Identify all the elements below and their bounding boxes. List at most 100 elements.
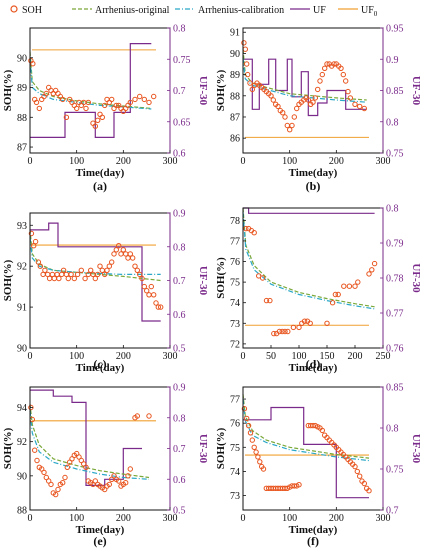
x-tick-label: 150 — [320, 351, 335, 362]
y2-tick-label: 0.7 — [173, 444, 186, 455]
y2-tick-label: 0.6 — [173, 149, 186, 160]
y-axis-label: SOH(%) — [215, 69, 227, 111]
arrhenius-original-line — [29, 229, 161, 282]
soh-point — [88, 267, 94, 273]
y-tick-label: 77 — [230, 395, 240, 406]
y-tick-label: 90 — [17, 53, 27, 64]
soh-point — [282, 114, 288, 120]
y-tick-label: 94 — [17, 403, 27, 414]
arrhenius-calibration-line — [242, 212, 375, 310]
uf-line — [30, 222, 161, 322]
soh-point — [95, 271, 101, 278]
y-tick-label: 74 — [230, 467, 240, 478]
soh-point — [127, 251, 134, 257]
soh-point — [371, 260, 378, 267]
soh-point — [123, 480, 129, 486]
soh-point — [97, 263, 103, 269]
soh-point — [116, 478, 122, 484]
soh-point — [241, 406, 248, 412]
y2-tick-label: 0.5 — [173, 506, 186, 517]
soh-point — [247, 80, 253, 86]
arrhenius-original-line — [242, 49, 367, 101]
soh-point — [64, 464, 71, 470]
soh-point — [352, 463, 358, 470]
soh-point — [43, 90, 49, 97]
soh-point — [148, 283, 155, 290]
soh-point — [251, 230, 257, 236]
soh-point — [244, 61, 250, 67]
arrhenius-original-line — [29, 404, 150, 479]
soh-point — [317, 78, 323, 84]
soh-point — [296, 324, 302, 331]
panel-caption: (d) — [306, 357, 321, 371]
arrhenius-calibration-line — [29, 410, 150, 480]
soh-point — [263, 297, 270, 304]
soh-point — [141, 96, 148, 103]
x-tick-label: 200 — [329, 513, 344, 524]
panel-caption: (f) — [307, 534, 319, 548]
soh-point — [369, 267, 375, 273]
y-tick-label: 91 — [17, 303, 27, 314]
soh-point — [324, 320, 330, 326]
soh-point — [48, 481, 54, 488]
y2-tick-label: 0.8 — [173, 413, 186, 424]
soh-point — [55, 486, 61, 493]
soh-point — [319, 427, 325, 434]
y2-tick-label: 0.8 — [173, 242, 186, 253]
soh-point — [50, 90, 56, 97]
x-axis-label: Time(day) — [289, 362, 338, 374]
soh-point — [289, 122, 295, 129]
soh-point — [137, 271, 143, 278]
y-tick-label: 77 — [230, 236, 240, 247]
soh-point — [357, 103, 363, 110]
y2-tick-label: 0.85 — [386, 86, 404, 97]
y-tick-label: 89 — [230, 70, 240, 81]
y2-axis-label: UF-30 — [410, 434, 422, 464]
panel-3: 0 100 200 300 90 91 92 93 0.5 0.6 0.7 0.8 0.9 Time(da… — [2, 209, 209, 375]
soh-point — [125, 102, 131, 109]
soh-point — [65, 275, 72, 282]
soh-point — [56, 275, 62, 282]
y2-tick-label: 0.6 — [173, 310, 186, 321]
soh-point — [347, 95, 353, 101]
y2-tick-label: 0.5 — [173, 344, 186, 355]
soh-point — [243, 225, 249, 232]
soh-point — [139, 275, 145, 282]
panel-caption: (a) — [93, 179, 107, 193]
y2-tick-label: 0.9 — [173, 209, 186, 220]
x-tick-label: 0 — [28, 513, 33, 524]
soh-point — [130, 255, 136, 261]
panel-1: 0 100 200 300 87 88 89 90 0.6 0.65 0.7 0.75 0.8 Time(… — [2, 24, 209, 194]
y2-tick-label: 0.78 — [386, 274, 404, 285]
panel-5: 0 100 200 300 88 90 92 94 0.5 0.6 0.7 0.8 0.9 Time(da… — [2, 383, 209, 549]
soh-point — [285, 328, 291, 335]
x-axis-label: Time(day) — [289, 524, 338, 536]
soh-point — [345, 88, 351, 95]
panel-caption: (e) — [93, 534, 106, 548]
soh-point — [315, 86, 321, 93]
x-tick-label: 200 — [348, 351, 363, 362]
soh-point — [291, 483, 297, 489]
soh-point — [355, 279, 361, 285]
soh-point — [310, 422, 316, 429]
soh-point — [82, 275, 88, 282]
x-tick-label: 300 — [163, 156, 178, 167]
y-tick-label: 86 — [230, 134, 240, 145]
soh-point — [113, 247, 120, 253]
y-tick-label: 72 — [230, 339, 240, 350]
y2-tick-label: 0.6 — [173, 475, 186, 486]
soh-point — [319, 71, 325, 78]
soh-point — [63, 114, 70, 121]
y2-axis-label: UF-30 — [410, 76, 422, 106]
uf-line — [243, 406, 369, 499]
soh-point — [104, 267, 110, 273]
soh-point — [102, 102, 108, 109]
y-tick-label: 75 — [230, 443, 240, 454]
y2-tick-label: 0.77 — [386, 309, 404, 320]
y2-tick-label: 0.9 — [173, 383, 186, 394]
soh-point — [296, 482, 302, 488]
soh-point — [83, 464, 89, 470]
x-tick-label: 100 — [282, 156, 297, 167]
soh-point — [151, 292, 157, 298]
x-tick-label: 100 — [282, 513, 297, 524]
